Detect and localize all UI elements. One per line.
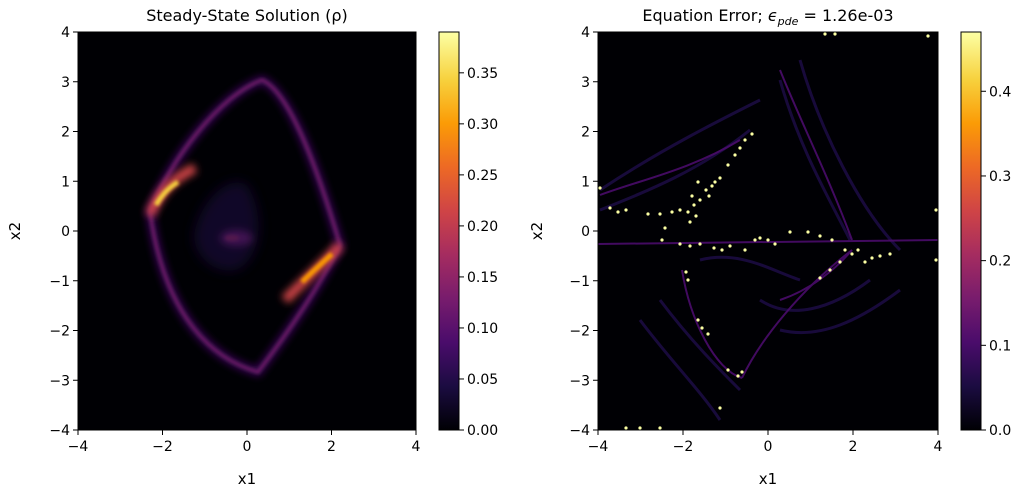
right-x-axis-label: x1 [759, 470, 777, 488]
y-tick-label: −3 [49, 373, 70, 389]
left-chart-title: Steady-State Solution (ρ) [146, 6, 348, 25]
right-x-axis: −4 −2 0 2 4 [588, 430, 943, 455]
right-error-points [598, 32, 938, 430]
right-y-axis-label: x2 [528, 222, 546, 240]
x-tick-label: 0 [243, 439, 252, 455]
x-tick-label: −2 [673, 439, 694, 455]
y-tick-label: 2 [61, 125, 70, 141]
y-tick-label: −1 [49, 274, 70, 290]
right-heatmap-background [598, 32, 938, 430]
y-tick-label: 4 [581, 25, 590, 41]
y-tick-label: −4 [569, 423, 590, 439]
right-structures [598, 69, 938, 379]
y-tick-label: 4 [61, 25, 70, 41]
y-tick-label: −2 [49, 324, 70, 340]
x-tick-label: −4 [68, 439, 89, 455]
right-colorbar [960, 31, 982, 431]
x-tick-label: 2 [849, 439, 858, 455]
left-y-axis: −4 −3 −2 −1 0 1 2 3 4 [49, 25, 78, 439]
right-colorbar-ticks: 0.0 0.1 0.2 0.3 0.4 [981, 84, 1011, 439]
y-tick-label: 3 [581, 75, 590, 91]
left-hotspot-lr [300, 252, 334, 284]
colorbar-tick-label: 0.0 [989, 423, 1011, 439]
y-tick-label: −3 [569, 373, 590, 389]
y-tick-label: 2 [581, 125, 590, 141]
colorbar-tick-label: 0.30 [467, 117, 498, 133]
x-tick-label: 4 [412, 439, 421, 455]
left-colorbar-ticks: 0.00 0.05 0.10 0.15 0.20 0.25 0.30 0.35 [459, 66, 498, 439]
y-tick-label: 1 [581, 174, 590, 190]
colorbar-tick-label: 0.25 [467, 168, 498, 184]
colorbar-tick-label: 0.00 [467, 423, 498, 439]
y-tick-label: 0 [61, 224, 70, 240]
right-y-axis: −4 −3 −2 −1 0 1 2 3 4 [569, 25, 598, 439]
left-x-axis-label: x1 [238, 470, 256, 488]
colorbar-tick-label: 0.20 [467, 219, 498, 235]
y-tick-label: −4 [49, 423, 70, 439]
left-y-axis-label: x2 [6, 222, 24, 240]
y-tick-label: 0 [581, 224, 590, 240]
x-tick-label: 0 [764, 439, 773, 455]
x-tick-label: −4 [588, 439, 609, 455]
x-tick-label: 2 [327, 439, 336, 455]
colorbar-tick-label: 0.05 [467, 372, 498, 388]
colorbar-tick-label: 0.35 [467, 66, 498, 82]
left-colorbar [438, 31, 460, 431]
left-x-axis: −4 −2 0 2 4 [68, 430, 421, 455]
left-hotspot-ul [153, 179, 180, 207]
colorbar-tick-label: 0.2 [989, 254, 1011, 270]
right-heatmap [598, 32, 938, 430]
colorbar-tick-label: 0.4 [989, 84, 1011, 100]
x-tick-label: 4 [934, 439, 943, 455]
right-chart-title: Equation Error; ϵpde = 1.26e-03 [642, 6, 893, 28]
y-tick-label: 3 [61, 75, 70, 91]
y-tick-label: −1 [569, 274, 590, 290]
colorbar-tick-label: 0.15 [467, 270, 498, 286]
left-heatmap [78, 32, 416, 430]
colorbar-tick-label: 0.1 [989, 338, 1011, 354]
colorbar-tick-label: 0.10 [467, 321, 498, 337]
x-tick-label: −2 [152, 439, 173, 455]
y-tick-label: 1 [61, 174, 70, 190]
left-inner-glow [194, 182, 259, 271]
y-tick-label: −2 [569, 324, 590, 340]
colorbar-tick-label: 0.3 [989, 169, 1011, 185]
